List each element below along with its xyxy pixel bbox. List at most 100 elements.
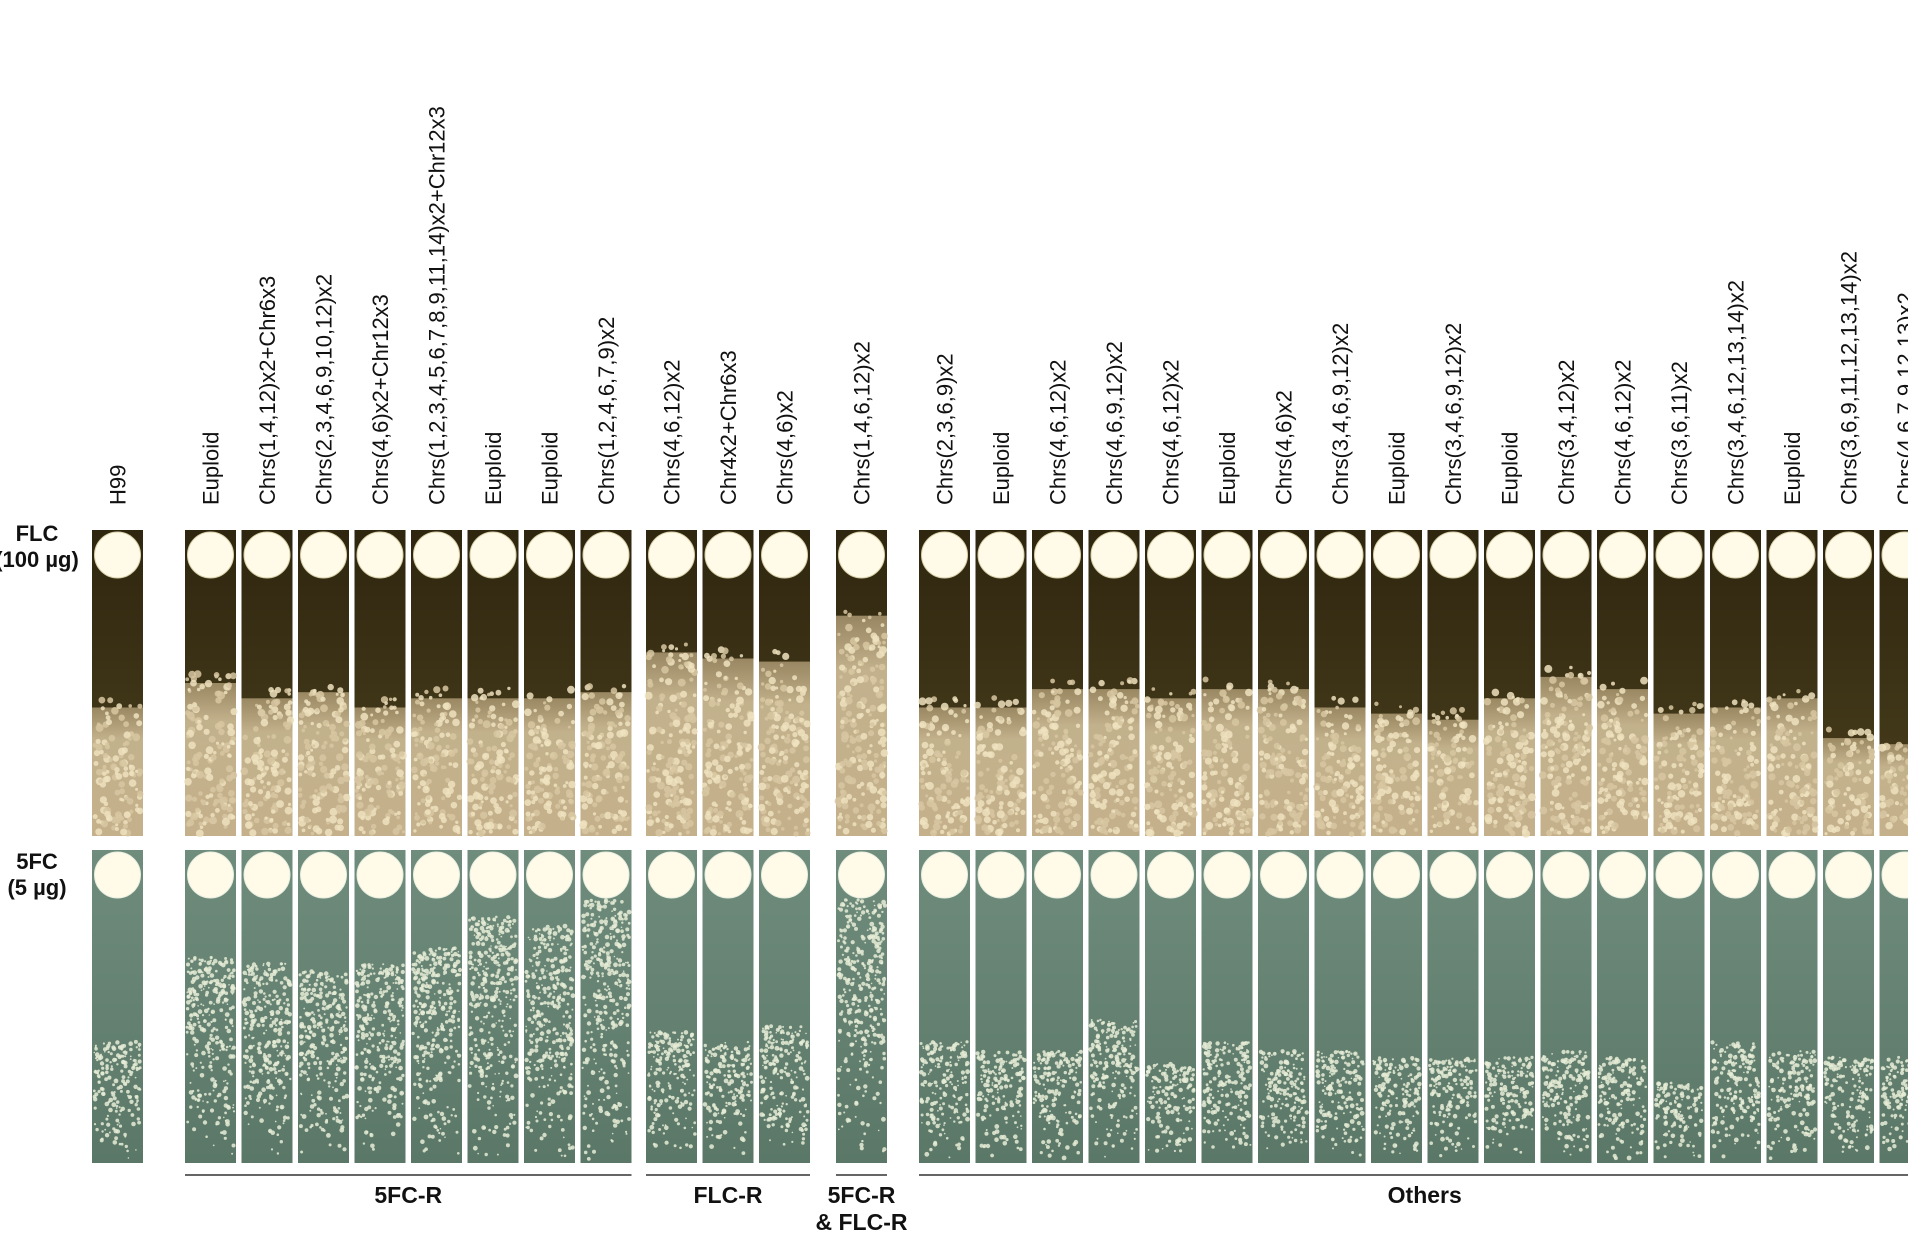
colony: [488, 1052, 494, 1057]
colony: [303, 816, 310, 824]
colony: [803, 1115, 806, 1118]
colony: [487, 1106, 491, 1110]
colony: [570, 1062, 573, 1066]
colony: [398, 751, 405, 757]
colony: [203, 1008, 209, 1014]
colony: [342, 793, 351, 802]
colony: [426, 795, 431, 801]
colony: [469, 1060, 474, 1066]
colony: [625, 1023, 630, 1027]
colony: [253, 726, 259, 732]
colony: [557, 943, 559, 945]
colony: [343, 972, 348, 977]
colony: [394, 981, 398, 985]
colony: [201, 971, 204, 974]
colony: [653, 1032, 656, 1034]
colony: [413, 1082, 417, 1087]
colony: [323, 1013, 326, 1016]
colony: [222, 1130, 227, 1135]
colony: [129, 1047, 133, 1052]
colony: [502, 918, 507, 923]
colony: [273, 1027, 278, 1033]
colony: [476, 1098, 480, 1101]
colony: [788, 1025, 793, 1029]
colony: [845, 710, 852, 717]
colony: [757, 743, 766, 751]
colony: [360, 978, 363, 981]
colony: [703, 688, 707, 692]
colony: [327, 991, 332, 995]
colony: [626, 978, 630, 981]
colony: [99, 1138, 104, 1143]
colony: [472, 1129, 477, 1134]
colony: [116, 1123, 119, 1126]
colony: [119, 1089, 123, 1093]
colony: [742, 782, 747, 787]
colony: [511, 1065, 515, 1069]
colony: [265, 793, 271, 799]
colony: [190, 1030, 195, 1035]
colony: [335, 692, 339, 696]
colony: [776, 1059, 779, 1062]
colony: [534, 1077, 539, 1081]
colony: [137, 790, 144, 798]
colony: [545, 1051, 548, 1055]
colony: [525, 1070, 531, 1075]
colony: [738, 813, 742, 817]
colony: [539, 771, 543, 775]
colony: [627, 984, 630, 987]
colony: [668, 1086, 672, 1090]
colony: [193, 1043, 196, 1046]
colony: [744, 762, 752, 770]
colony: [269, 1003, 272, 1006]
colony: [726, 800, 732, 806]
colony: [592, 1149, 596, 1154]
colony: [721, 647, 729, 655]
colony: [608, 721, 615, 727]
colony: [442, 685, 449, 692]
colony: [743, 730, 747, 735]
colony: [223, 1095, 229, 1101]
colony: [390, 810, 395, 815]
colony: [486, 1014, 489, 1017]
colony: [432, 952, 437, 957]
colony: [525, 783, 531, 789]
colony: [366, 999, 370, 1002]
colony: [658, 1128, 662, 1131]
colony: [514, 934, 518, 938]
colony: [124, 1135, 127, 1138]
colony: [390, 1034, 394, 1038]
colony: [328, 1143, 332, 1147]
colony: [509, 998, 512, 1001]
colony: [706, 738, 714, 745]
colony: [337, 776, 345, 785]
colony: [232, 1106, 234, 1109]
colony: [759, 1048, 764, 1053]
colony: [471, 966, 474, 969]
colony: [427, 737, 433, 742]
colony: [95, 738, 101, 745]
colony: [671, 763, 679, 771]
colony: [685, 1062, 691, 1068]
colony: [448, 1010, 451, 1013]
colony: [287, 692, 292, 696]
colony: [272, 714, 278, 721]
colony: [498, 763, 503, 769]
colony: [364, 1117, 367, 1120]
colony: [591, 742, 597, 748]
colony: [733, 1146, 736, 1149]
colony: [221, 1047, 224, 1051]
colony: [721, 1109, 727, 1114]
colony: [599, 919, 604, 925]
colony: [663, 1035, 669, 1040]
colony: [478, 1065, 481, 1069]
colony: [611, 1132, 614, 1135]
colony: [269, 1095, 274, 1101]
colony: [273, 998, 276, 1001]
colony: [627, 1072, 630, 1074]
colony: [776, 1072, 779, 1076]
colony: [320, 765, 328, 774]
colony: [226, 968, 231, 972]
colony: [540, 744, 544, 747]
colony: [772, 1038, 775, 1042]
